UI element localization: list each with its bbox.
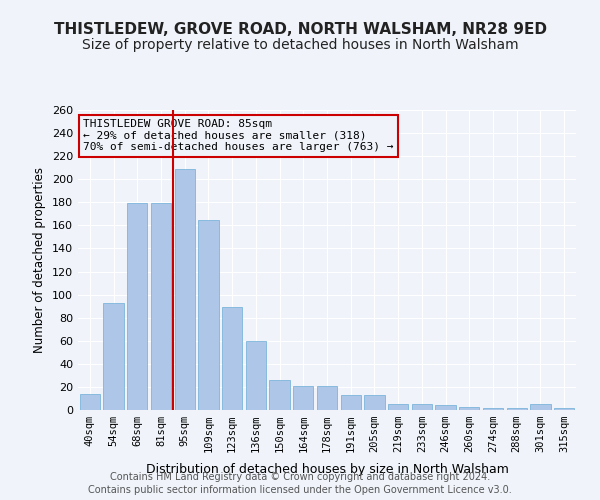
Bar (530, 404, 551, 410)
Bar (459, 406, 479, 410)
Bar (103, 302, 124, 410)
Bar (317, 386, 337, 410)
Text: Contains public sector information licensed under the Open Government Licence v3: Contains public sector information licen… (88, 485, 512, 495)
Bar (269, 380, 290, 410)
Bar (388, 404, 408, 410)
Bar (222, 308, 242, 410)
Bar (80, 394, 100, 410)
Bar (412, 404, 432, 410)
Bar (127, 204, 148, 410)
Bar (175, 169, 195, 410)
Text: Contains HM Land Registry data © Crown copyright and database right 2024.: Contains HM Land Registry data © Crown c… (110, 472, 490, 482)
Bar (483, 408, 503, 410)
Bar (199, 220, 218, 410)
X-axis label: Distribution of detached houses by size in North Walsham: Distribution of detached houses by size … (146, 464, 508, 476)
Bar (341, 395, 361, 410)
Bar (364, 395, 385, 410)
Bar (554, 408, 574, 410)
Bar (151, 204, 171, 410)
Text: THISTLEDEW, GROVE ROAD, NORTH WALSHAM, NR28 9ED: THISTLEDEW, GROVE ROAD, NORTH WALSHAM, N… (53, 22, 547, 38)
Bar (293, 386, 313, 410)
Bar (246, 341, 266, 410)
Y-axis label: Number of detached properties: Number of detached properties (34, 167, 46, 353)
Text: THISTLEDEW GROVE ROAD: 85sqm
← 29% of detached houses are smaller (318)
70% of s: THISTLEDEW GROVE ROAD: 85sqm ← 29% of de… (83, 119, 394, 152)
Bar (506, 408, 527, 410)
Bar (436, 406, 455, 410)
Text: Size of property relative to detached houses in North Walsham: Size of property relative to detached ho… (82, 38, 518, 52)
